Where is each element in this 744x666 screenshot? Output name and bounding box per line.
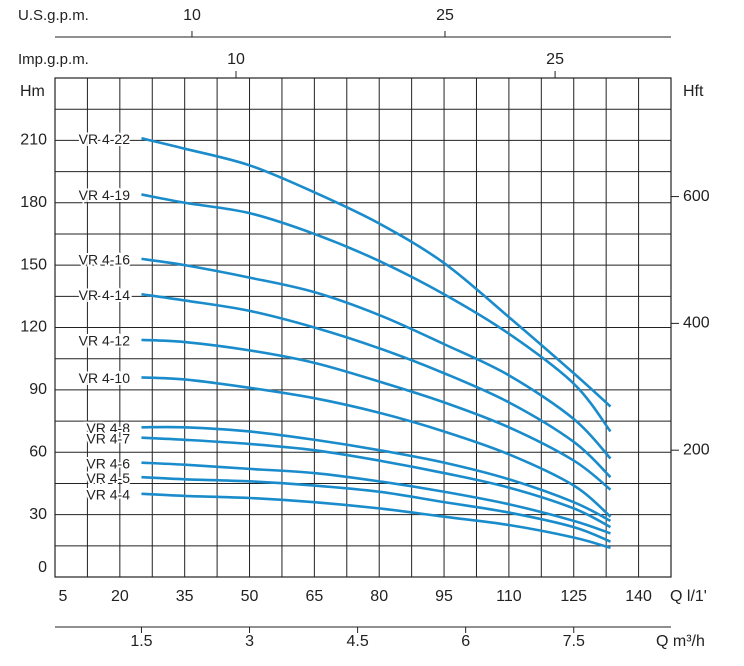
pump-curve [141,492,611,550]
x-tick-label: 5 [59,588,68,605]
curve-label: VR 4-5 [86,470,130,486]
curve-label: VR 4-10 [79,370,131,386]
x-axis-label: Q l/1' [670,588,707,605]
y2-tick-label: 600 [683,188,710,205]
x-tick-label: 140 [625,588,652,605]
y-tick-label: 210 [20,132,47,149]
curve-label: VR 4-8 [86,420,130,436]
curve-label: VR 4-7 [86,430,130,446]
x-tick-label: 80 [370,588,388,605]
axis-tick-label: 10 [183,7,201,24]
y2-axis-label: Hft [683,83,704,100]
axis-tick-label: 1.5 [130,633,152,650]
x-tick-label: 125 [560,588,587,605]
curve-label: VR 4-12 [79,333,131,349]
curve-label: VR 4-6 [86,455,130,471]
axis-tick-label: 3 [245,633,254,650]
curve-label: VR 4-16 [79,252,131,268]
pump-curve [141,137,612,408]
curve-label: VR 4-14 [79,287,131,303]
axis-tick-label: 25 [436,7,454,24]
curve-label: VR 4-4 [86,487,130,503]
y-axis-label: Hm [20,83,45,100]
y2-tick-label: 400 [683,315,710,332]
axis-tick-label: 25 [546,51,564,68]
pump-curve [141,461,611,535]
axis-tick-label: 4.5 [346,633,368,650]
axis-label: U.S.g.p.m. [18,7,89,24]
pump-curve [141,193,612,433]
x-tick-label: 65 [305,588,323,605]
pump-curve [141,475,611,543]
x-tick-label: 110 [496,588,522,605]
y-tick-label: 90 [29,381,47,398]
y-tick-label: 30 [29,506,47,523]
y-tick-label: 120 [20,319,47,336]
x-tick-label: 50 [241,588,259,605]
pump-curve [141,292,612,479]
axis-label: Q m³/h [656,633,705,650]
x-tick-label: 95 [435,588,453,605]
pump-curve [141,257,612,460]
y-tick-label: 180 [20,194,47,211]
curve-label: VR 4-19 [79,187,131,203]
pump-curve [141,376,612,518]
pump-curve [141,436,612,529]
x-tick-label: 35 [176,588,194,605]
axis-tick-label: 6 [461,633,470,650]
plot-frame [54,77,672,578]
y-tick-label: 150 [20,256,47,273]
x-tick-label: 20 [111,588,129,605]
axis-tick-label: 7.5 [563,633,585,650]
y2-tick-label: 200 [683,441,710,458]
curve-label: VR 4-22 [79,131,131,147]
pump-curve [141,338,612,491]
axis-tick-label: 10 [227,51,245,68]
pump-curve [141,425,612,523]
y-tick-label: 60 [29,443,47,460]
y-tick-label: 0 [38,559,47,576]
axis-label: Imp.g.p.m. [18,51,89,68]
